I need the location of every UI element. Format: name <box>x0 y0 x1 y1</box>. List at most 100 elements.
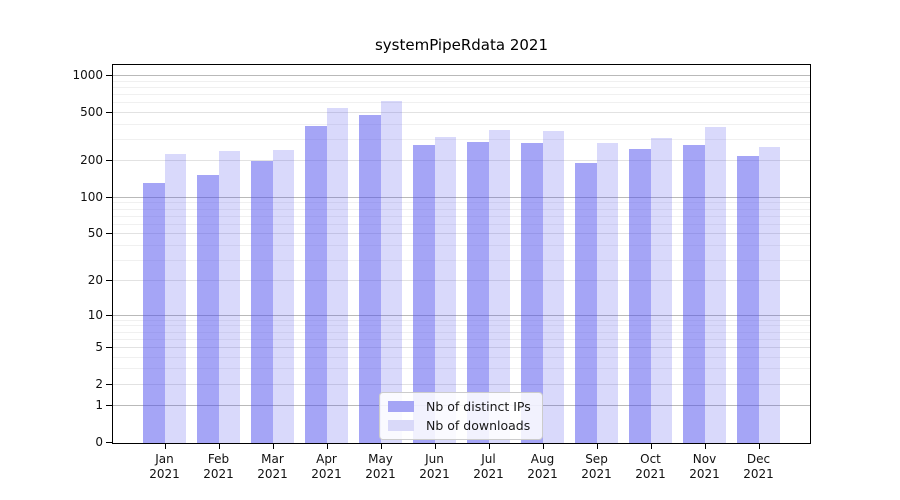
bar-downloads <box>542 130 564 443</box>
y-gridline <box>113 346 810 348</box>
legend-item-distinct-ips: Nb of distinct IPs <box>388 399 531 414</box>
y-gridline <box>113 160 810 162</box>
y-tick-label: 200 <box>80 153 103 168</box>
y-tick-mark <box>106 405 112 407</box>
y-tick-label: 0 <box>95 435 103 449</box>
legend-swatch-distinct-ips <box>388 401 414 412</box>
x-tick-mark <box>542 444 544 449</box>
y-tick-label: 500 <box>80 104 103 119</box>
y-tick-mark <box>106 346 112 348</box>
y-gridline <box>113 319 810 321</box>
y-gridline <box>113 356 810 358</box>
y-tick-label: 5 <box>95 339 103 354</box>
y-tick-mark <box>106 314 112 316</box>
y-tick-mark <box>106 196 112 198</box>
bar-distinct-ips <box>143 183 165 443</box>
x-tick-label: Sep 2021 <box>581 452 612 481</box>
bar-downloads <box>272 149 294 443</box>
x-tick-mark <box>272 444 274 449</box>
y-gridline <box>113 259 810 261</box>
y-tick-label: 2 <box>95 376 103 391</box>
y-tick-mark <box>106 280 112 282</box>
x-tick-mark <box>434 444 436 449</box>
x-tick-mark <box>704 444 706 449</box>
y-gridline <box>113 75 810 77</box>
y-tick-label: 1000 <box>72 68 103 83</box>
x-tick-label: Oct 2021 <box>635 452 666 481</box>
y-gridline <box>113 80 810 82</box>
bar-downloads <box>164 154 186 443</box>
y-tick-label: 100 <box>80 189 103 204</box>
y-tick-mark <box>106 111 112 113</box>
x-tick-label: Jun 2021 <box>419 452 450 481</box>
x-tick-label: Dec 2021 <box>743 452 774 481</box>
x-tick-mark <box>326 444 328 449</box>
y-gridline <box>113 123 810 125</box>
bar-downloads <box>704 127 726 443</box>
y-gridline <box>113 208 810 210</box>
x-tick-mark <box>758 444 760 449</box>
bar-downloads <box>218 151 240 443</box>
x-tick-mark <box>164 444 166 449</box>
x-tick-label: May 2021 <box>365 452 396 481</box>
y-gridline <box>113 368 810 370</box>
y-tick-label: 1 <box>95 398 103 413</box>
legend-label-distinct-ips: Nb of distinct IPs <box>426 399 531 414</box>
x-tick-label: Aug 2021 <box>527 452 558 481</box>
bar-downloads <box>596 143 618 443</box>
x-tick-mark <box>596 444 598 449</box>
bar-distinct-ips <box>251 160 273 443</box>
y-gridline <box>113 338 810 340</box>
y-gridline <box>113 86 810 88</box>
legend-item-downloads: Nb of downloads <box>388 418 531 433</box>
bar-distinct-ips <box>467 142 489 443</box>
bar-distinct-ips <box>521 142 543 443</box>
y-gridline <box>113 383 810 385</box>
y-tick-mark <box>106 442 112 443</box>
y-tick-mark <box>106 160 112 162</box>
bar-distinct-ips <box>197 175 219 443</box>
legend-label-downloads: Nb of downloads <box>426 418 531 433</box>
x-tick-label: Feb 2021 <box>203 452 234 481</box>
y-gridline <box>113 196 810 198</box>
y-tick-mark <box>106 75 112 77</box>
bar-downloads <box>434 137 456 443</box>
y-tick-mark <box>106 233 112 235</box>
y-gridline <box>113 325 810 327</box>
x-tick-mark <box>218 444 220 449</box>
x-tick-mark <box>650 444 652 449</box>
y-gridline <box>113 233 810 235</box>
x-tick-label: Apr 2021 <box>311 452 342 481</box>
y-tick-label: 20 <box>87 273 103 288</box>
y-gridline <box>113 215 810 217</box>
x-tick-mark <box>380 444 382 449</box>
y-gridline <box>113 138 810 140</box>
bar-distinct-ips <box>575 162 597 443</box>
bar-downloads <box>650 138 672 443</box>
y-gridline <box>113 202 810 204</box>
y-gridline <box>113 314 810 316</box>
plot-area <box>112 64 811 444</box>
y-tick-label: 50 <box>87 226 103 241</box>
x-tick-mark <box>488 444 490 449</box>
y-gridline <box>113 280 810 282</box>
y-gridline <box>113 331 810 333</box>
y-tick-label: 10 <box>87 307 103 322</box>
x-tick-label: Nov 2021 <box>689 452 720 481</box>
x-tick-label: Jul 2021 <box>473 452 504 481</box>
chart-title: systemPipeRdata 2021 <box>374 36 548 54</box>
bar-distinct-ips <box>413 144 435 443</box>
bar-distinct-ips <box>629 148 651 443</box>
x-tick-label: Jan 2021 <box>149 452 180 481</box>
legend-swatch-downloads <box>388 420 414 431</box>
y-gridline <box>113 223 810 225</box>
bar-distinct-ips <box>737 156 759 443</box>
bar-downloads <box>326 108 348 443</box>
y-gridline <box>113 111 810 113</box>
x-tick-label: Mar 2021 <box>257 452 288 481</box>
y-gridline <box>113 93 810 95</box>
legend: Nb of distinct IPs Nb of downloads <box>379 392 543 440</box>
bar-distinct-ips <box>305 125 327 443</box>
bar-distinct-ips <box>683 144 705 443</box>
